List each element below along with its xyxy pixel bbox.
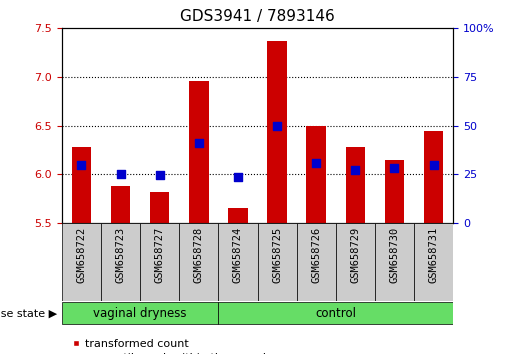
Point [195,140,203,146]
FancyBboxPatch shape [414,223,453,301]
Point [116,172,125,177]
FancyBboxPatch shape [62,302,218,324]
Bar [267,41,287,223]
FancyBboxPatch shape [258,223,297,301]
Bar [228,209,248,223]
Bar [111,186,130,223]
Point [273,123,281,129]
Bar [424,131,443,223]
Text: GSM658726: GSM658726 [311,227,321,283]
Text: GSM658730: GSM658730 [389,227,400,283]
Legend: transformed count, percentile rank within the sample: transformed count, percentile rank withi… [67,335,278,354]
Bar [72,147,91,223]
Text: GSM658731: GSM658731 [428,227,439,283]
Bar [150,192,169,223]
FancyBboxPatch shape [297,223,336,301]
Text: disease state ▶: disease state ▶ [0,308,57,318]
Point [390,165,399,170]
Text: vaginal dryness: vaginal dryness [93,307,187,320]
Text: GSM658729: GSM658729 [350,227,360,283]
Point [234,175,242,180]
Bar [346,147,365,223]
FancyBboxPatch shape [179,223,218,301]
FancyBboxPatch shape [62,223,101,301]
Point [430,162,438,167]
Point [77,162,85,167]
Text: control: control [315,307,356,320]
Text: GSM658723: GSM658723 [115,227,126,283]
FancyBboxPatch shape [375,223,414,301]
Text: GSM658724: GSM658724 [233,227,243,283]
FancyBboxPatch shape [218,223,258,301]
Text: GSM658725: GSM658725 [272,227,282,283]
FancyBboxPatch shape [101,223,140,301]
FancyBboxPatch shape [336,223,375,301]
Text: GSM658722: GSM658722 [76,227,87,283]
Point [156,172,164,178]
Point [351,168,359,173]
Text: GDS3941 / 7893146: GDS3941 / 7893146 [180,9,335,24]
FancyBboxPatch shape [218,302,453,324]
Point [312,160,320,166]
Bar [189,81,209,223]
Text: GSM658728: GSM658728 [194,227,204,283]
FancyBboxPatch shape [140,223,179,301]
Bar [385,160,404,223]
Text: GSM658727: GSM658727 [154,227,165,283]
Bar [306,126,326,223]
